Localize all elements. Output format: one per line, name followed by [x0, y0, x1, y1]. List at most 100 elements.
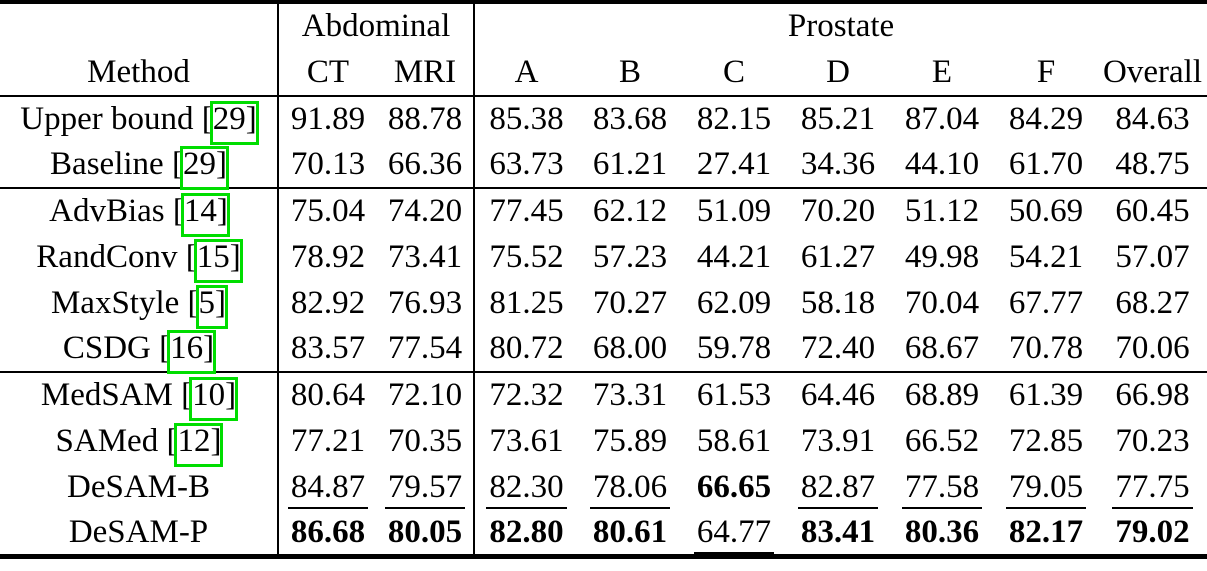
- column-header-method: Method: [87, 53, 190, 90]
- column-header-a: A: [473, 49, 579, 96]
- metric-value: 78.06: [589, 468, 671, 509]
- value-cell: 61.21: [578, 142, 682, 188]
- metric-value: 62.12: [592, 193, 668, 230]
- metric-value: 49.98: [904, 238, 980, 275]
- metric-value: 68.67: [904, 330, 980, 367]
- value-cell: 73.91: [786, 418, 890, 464]
- metric-value: 84.29: [1008, 101, 1084, 138]
- metric-value: 78.92: [290, 238, 366, 275]
- metric-value: 70.35: [387, 422, 463, 459]
- column-header-e: E: [931, 53, 953, 90]
- value-cell: 68.00: [578, 326, 682, 372]
- value-cell: 80.61: [578, 510, 682, 556]
- column-header-c: C: [723, 53, 746, 90]
- metric-value: 68.27: [1115, 284, 1190, 321]
- metric-value: 73.31: [592, 377, 668, 414]
- citation-link[interactable]: 15]: [193, 238, 243, 283]
- value-cell: 68.27: [1098, 280, 1207, 326]
- metric-value: 82.15: [696, 101, 772, 138]
- method-cell: Baseline [29]: [50, 146, 229, 191]
- metric-value: 73.61: [489, 422, 564, 459]
- metric-value: 77.58: [901, 468, 983, 509]
- citation-link[interactable]: 10]: [189, 377, 239, 422]
- table-row: DeSAM-P 86.68 80.05 82.80 80.61 64.77 83.41 80.…: [0, 510, 1207, 556]
- value-cell: 83.68: [578, 95, 683, 142]
- value-cell: 83.41: [786, 510, 890, 556]
- table-row: DeSAM-B 84.87 79.57 82.30 78.06 66.65 82.87 77.…: [0, 464, 1207, 510]
- value-cell: 84.63: [1098, 95, 1207, 142]
- metric-value: 57.07: [1115, 238, 1190, 275]
- value-cell: 80.05: [377, 510, 474, 556]
- value-cell: 77.58: [890, 464, 994, 510]
- value-cell: 68.89: [890, 371, 995, 418]
- metric-value: 73.41: [387, 238, 463, 275]
- value-cell: 82.15: [682, 95, 787, 142]
- value-cell: 64.46: [786, 371, 891, 418]
- column-header-ct: CT: [277, 49, 377, 96]
- metric-value: 61.27: [800, 238, 876, 275]
- value-cell: 84.29: [994, 95, 1099, 142]
- value-cell: 34.36: [786, 142, 890, 188]
- table-row: SAMed [12] 77.21 70.35 73.61 75.89 58.61 73.91…: [0, 418, 1207, 467]
- value-cell: 72.85: [994, 418, 1098, 464]
- value-cell: 80.64: [277, 371, 377, 418]
- metric-value: 85.38: [489, 101, 564, 138]
- value-cell: 63.73: [473, 142, 579, 188]
- citation-link[interactable]: 29]: [179, 146, 229, 191]
- metric-value: 72.40: [800, 330, 876, 367]
- metric-value: 84.87: [287, 468, 369, 509]
- metric-value: 85.21: [800, 101, 876, 138]
- metric-value: 44.21: [696, 238, 772, 275]
- metric-value: 72.10: [387, 377, 463, 414]
- value-cell: 85.38: [473, 95, 579, 142]
- value-cell: 48.75: [1098, 142, 1207, 188]
- value-cell: 70.23: [1098, 418, 1207, 464]
- value-cell: 75.04: [277, 187, 377, 234]
- results-table: Abdominal Prostate Method CT MRI A B C D…: [0, 0, 1207, 559]
- group-header-prostate: Prostate: [473, 2, 1207, 49]
- metric-value: 72.32: [489, 377, 564, 414]
- metric-value: 88.78: [387, 101, 463, 138]
- metric-value: 80.64: [290, 377, 366, 414]
- method-cell: RandConv [15]: [36, 238, 243, 283]
- metric-value: 68.00: [592, 330, 668, 367]
- method-name: MaxStyle: [50, 284, 180, 321]
- value-cell: 49.98: [890, 234, 994, 280]
- citation-link[interactable]: 16]: [167, 330, 217, 375]
- value-cell: 70.20: [786, 187, 891, 234]
- method-cell: MaxStyle [5]: [50, 284, 228, 329]
- metric-value: 75.52: [489, 238, 564, 275]
- metric-value: 51.09: [696, 193, 772, 230]
- method-name: Upper bound: [20, 101, 194, 138]
- value-cell: 75.89: [578, 418, 682, 464]
- metric-value: 91.89: [290, 101, 366, 138]
- value-cell: 72.40: [786, 326, 890, 372]
- metric-value: 57.23: [592, 238, 668, 275]
- value-cell: 83.57: [277, 326, 377, 372]
- method-name: SAMed: [55, 422, 159, 459]
- value-cell: 66.36: [377, 142, 474, 188]
- table-section-2: AdvBias [14] 75.04 74.20 77.45 62.12 51.09 70.…: [0, 187, 1207, 375]
- value-cell: 82.92: [277, 280, 377, 326]
- table-section-3: MedSAM [10] 80.64 72.10 72.32 73.31 61.53 64.4…: [0, 371, 1207, 556]
- value-cell: 85.21: [786, 95, 891, 142]
- metric-value: 62.09: [696, 284, 772, 321]
- value-cell: 61.27: [786, 234, 890, 280]
- group-header-row: Abdominal Prostate: [0, 2, 1207, 49]
- value-cell: 67.77: [994, 280, 1098, 326]
- value-cell: 66.65: [682, 464, 786, 510]
- value-cell: 61.70: [994, 142, 1098, 188]
- citation-link[interactable]: 5]: [195, 284, 228, 329]
- column-header-mri: MRI: [393, 53, 457, 90]
- column-header-f: F: [1036, 53, 1056, 90]
- metric-value: 66.36: [387, 146, 463, 183]
- group-header-abdominal: Abdominal: [276, 2, 475, 49]
- method-name: DeSAM-P: [68, 513, 209, 550]
- citation-link[interactable]: 29]: [209, 101, 259, 146]
- metric-value: 74.20: [387, 193, 463, 230]
- citation-link[interactable]: 12]: [174, 422, 224, 467]
- citation-link[interactable]: 14]: [180, 193, 230, 238]
- metric-value: 81.25: [489, 284, 564, 321]
- metric-value: 77.45: [489, 193, 564, 230]
